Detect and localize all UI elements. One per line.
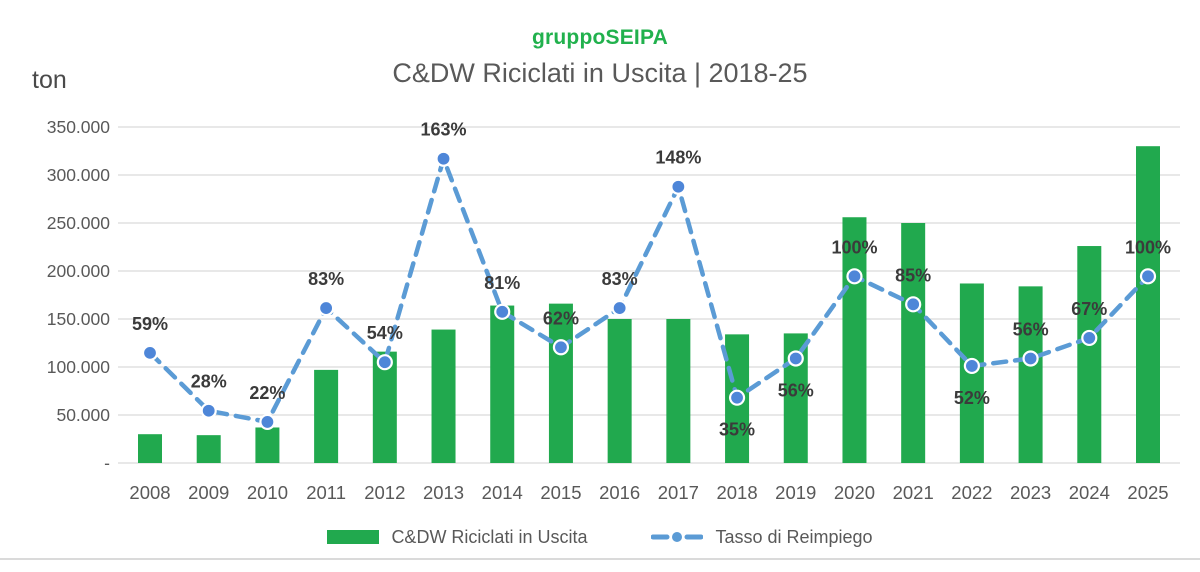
x-label-2017: 2017 — [658, 482, 699, 503]
marker-2025 — [1139, 268, 1157, 285]
data-label-2024: 67% — [1071, 299, 1107, 319]
data-label-2025: 100% — [1125, 237, 1171, 257]
data-label-2012: 54% — [367, 323, 403, 343]
data-label-2015: 62% — [543, 308, 579, 328]
legend-item-bars: C&DW Riciclati in Uscita — [327, 527, 587, 548]
x-label-2024: 2024 — [1069, 482, 1110, 503]
line-data-labels: 59% 28% 22% 83% 54% 163% 81% 62% 83% 148% 35% 56% 10… — [132, 120, 1171, 440]
marker-2019 — [787, 350, 804, 367]
x-label-2023: 2023 — [1010, 482, 1051, 503]
marker-2015 — [552, 339, 570, 356]
marker-2013 — [435, 150, 452, 167]
bar-2010 — [255, 427, 280, 463]
x-axis-labels: 2008 2009 2010 2011 2012 2013 2014 2015 2016 2017… — [129, 482, 1168, 503]
data-label-2009: 28% — [191, 372, 227, 392]
data-label-2018: 35% — [719, 420, 755, 440]
legend-line-swatch — [651, 532, 704, 542]
x-label-2013: 2013 — [423, 482, 464, 503]
marker-2022 — [963, 357, 980, 375]
data-label-2023: 56% — [1013, 319, 1049, 339]
bar-2009 — [196, 435, 221, 463]
bar-2016 — [607, 319, 632, 463]
marker-2020 — [846, 268, 863, 285]
marker-2011 — [318, 299, 335, 317]
marker-2010 — [259, 413, 276, 431]
x-label-2020: 2020 — [834, 482, 875, 503]
y-axis-tick-label: 300.000 — [47, 165, 111, 185]
data-label-2022: 52% — [954, 388, 990, 408]
marker-2017 — [670, 178, 687, 195]
x-label-2010: 2010 — [247, 482, 288, 503]
data-label-2010: 22% — [249, 383, 285, 403]
legend-bar-label: C&DW Riciclati in Uscita — [391, 526, 588, 547]
x-label-2008: 2008 — [129, 482, 170, 503]
bar-2021 — [901, 223, 926, 463]
bar-2013 — [431, 329, 456, 463]
combo-chart: - 50.000 100.000 150.000 200.000 250.000 300.0… — [47, 117, 1180, 503]
data-label-2021: 85% — [895, 265, 931, 285]
bar-2014 — [490, 305, 515, 463]
bar-2015 — [548, 303, 573, 463]
line-path — [147, 156, 1151, 425]
legend-line-label: Tasso di Reimpiego — [715, 526, 873, 547]
marker-2012 — [376, 354, 393, 371]
y-axis-tick-label: 250.000 — [47, 213, 111, 233]
brand-title: gruppoSEIPA — [532, 26, 668, 49]
bottom-divider — [0, 558, 1200, 560]
y-axis-unit-label: ton — [32, 66, 67, 94]
y-axis-tick-label: 50.000 — [56, 405, 110, 425]
bar-2024 — [1077, 246, 1102, 463]
marker-2018 — [728, 389, 746, 406]
data-label-2011: 83% — [308, 269, 344, 289]
data-label-2014: 81% — [484, 273, 520, 293]
data-label-2016: 83% — [602, 269, 638, 289]
x-label-2019: 2019 — [775, 482, 816, 503]
bar-2011 — [314, 369, 339, 463]
x-label-2025: 2025 — [1127, 482, 1168, 503]
bar-2017 — [666, 319, 691, 463]
bar-2023 — [1018, 286, 1043, 463]
x-label-2021: 2021 — [893, 482, 934, 503]
marker-2008 — [141, 344, 159, 361]
data-label-2013: 163% — [421, 120, 467, 140]
x-label-2009: 2009 — [188, 482, 229, 503]
x-label-2016: 2016 — [599, 482, 640, 503]
data-label-2020: 100% — [831, 237, 877, 257]
data-label-2019: 56% — [778, 380, 814, 400]
bar-2025 — [1136, 146, 1160, 463]
bar-2020 — [842, 217, 867, 463]
chart-title: C&DW Riciclati in Uscita | 2018-25 — [392, 58, 808, 88]
legend-bar-swatch — [327, 530, 380, 544]
marker-2009 — [200, 402, 217, 419]
marker-2021 — [905, 296, 922, 313]
marker-2023 — [1022, 350, 1039, 367]
marker-2024 — [1081, 329, 1098, 347]
y-axis-tick-label: - — [104, 453, 110, 473]
x-label-2022: 2022 — [951, 482, 992, 503]
y-axis-tick-label: 150.000 — [47, 309, 111, 329]
x-label-2011: 2011 — [306, 482, 346, 503]
marker-2014 — [494, 303, 511, 320]
bar-2008 — [138, 434, 162, 463]
line-series — [141, 150, 1157, 431]
y-axis-tick-label: 350.000 — [47, 117, 111, 137]
x-label-2018: 2018 — [716, 482, 757, 503]
y-axis-tick-label: 200.000 — [47, 261, 111, 281]
y-axis-tick-label: 100.000 — [47, 357, 111, 377]
x-label-2014: 2014 — [482, 482, 523, 503]
data-label-2017: 148% — [655, 148, 701, 168]
y-axis-tick-labels: - 50.000 100.000 150.000 200.000 250.000 300.0… — [47, 117, 111, 473]
x-label-2015: 2015 — [540, 482, 581, 503]
marker-2016 — [611, 299, 628, 317]
data-label-2008: 59% — [132, 314, 168, 334]
legend-item-line: Tasso di Reimpiego — [651, 526, 873, 548]
x-label-2012: 2012 — [364, 482, 405, 503]
legend: C&DW Riciclati in Uscita Tasso di Reimpi… — [0, 522, 1200, 552]
